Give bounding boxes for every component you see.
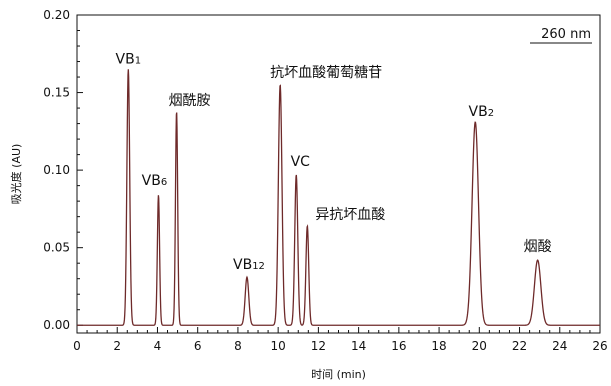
peak-label-main: 烟酰胺 bbox=[169, 93, 211, 109]
peak-label: VB6 bbox=[142, 173, 168, 189]
x-tick-label: 16 bbox=[391, 339, 406, 353]
x-tick-label: 18 bbox=[431, 339, 446, 353]
chromatogram-trace bbox=[77, 69, 600, 326]
x-tick-label: 24 bbox=[552, 339, 567, 353]
peak-label-main: VB bbox=[116, 51, 135, 67]
peak-label-main: 异抗坏血酸 bbox=[315, 207, 385, 223]
x-tick-label: 20 bbox=[472, 339, 487, 353]
peak-label: VB12 bbox=[233, 257, 265, 273]
peak-label-main: VB bbox=[233, 257, 252, 273]
y-tick-label: 0.10 bbox=[43, 163, 70, 177]
x-tick-label: 14 bbox=[351, 339, 366, 353]
peak-label: 抗坏血酸葡萄糖苷 bbox=[270, 65, 382, 81]
peak-label-subscript: 6 bbox=[161, 177, 167, 188]
peak-label-subscript: 12 bbox=[252, 261, 265, 272]
y-tick-label: 0.05 bbox=[43, 241, 70, 255]
peak-label-subscript: 1 bbox=[135, 55, 141, 66]
x-tick-label: 12 bbox=[311, 339, 326, 353]
x-tick-label: 2 bbox=[113, 339, 121, 353]
peak-label: VC bbox=[291, 154, 311, 170]
peak-label-main: 烟酸 bbox=[524, 239, 552, 255]
y-tick-label: 0.15 bbox=[43, 86, 70, 100]
peak-label: VB1 bbox=[116, 51, 142, 67]
x-tick-label: 22 bbox=[512, 339, 527, 353]
x-tick-label: 26 bbox=[592, 339, 607, 353]
x-tick-label: 6 bbox=[194, 339, 202, 353]
peak-label: VB2 bbox=[469, 104, 495, 120]
peak-label-main: VB bbox=[142, 173, 161, 189]
peak-label-subscript: 2 bbox=[488, 108, 494, 119]
peak-label-main: 抗坏血酸葡萄糖苷 bbox=[270, 65, 382, 81]
peak-label: 烟酸 bbox=[524, 239, 552, 255]
y-axis-title: 吸光度 (AU) bbox=[9, 144, 23, 205]
wavelength-annotation: 260 nm bbox=[541, 27, 591, 42]
peak-label-main: VC bbox=[291, 154, 311, 170]
x-axis-title: 时间 (min) bbox=[311, 368, 366, 381]
peak-label: 异抗坏血酸 bbox=[315, 207, 385, 223]
peak-label-main: VB bbox=[469, 104, 488, 120]
x-tick-label: 10 bbox=[271, 339, 286, 353]
x-tick-label: 4 bbox=[154, 339, 162, 353]
x-tick-label: 0 bbox=[73, 339, 81, 353]
x-tick-label: 8 bbox=[234, 339, 242, 353]
y-tick-label: 0.20 bbox=[43, 8, 70, 22]
y-tick-label: 0.00 bbox=[43, 318, 70, 332]
ticks-layer: 0 2 4 6 8 10 12 14 16 18 20 22 24 260.000.050.100.150… bbox=[43, 8, 607, 353]
peak-label: 烟酰胺 bbox=[169, 93, 211, 109]
